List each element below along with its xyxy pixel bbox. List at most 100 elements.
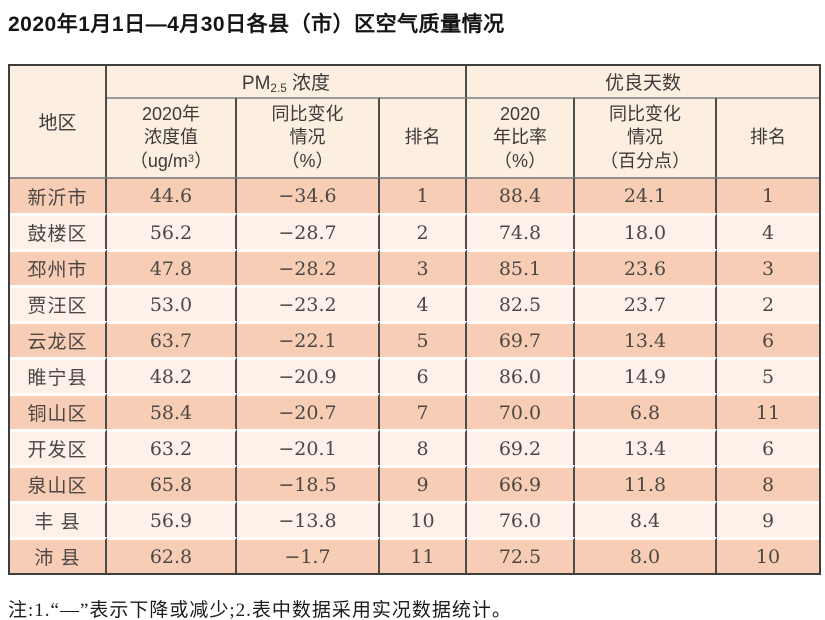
header-good-change-line3: （百分点） [600,150,690,171]
air-quality-table: 地区 PM2.5 浓度 优良天数 2020年 浓度值 （ug/m3） 同比变化 … [8,64,822,575]
good-ratio-cell: 85.1 [467,249,575,285]
good-ratio-cell: 69.2 [467,429,575,465]
good-rank-cell: 9 [717,501,820,537]
table-row: 丰 县 56.9 −13.8 10 76.0 8.4 9 [10,501,820,537]
pm-rank-cell: 1 [380,177,467,213]
page-title: 2020年1月1日—4月30日各县（市）区空气质量情况 [8,13,505,36]
header-pm-value-line1: 2020年 [141,103,201,124]
pm-change-cell: −34.6 [237,177,380,213]
header-region: 地区 [10,66,107,177]
good-rank-cell: 1 [717,177,820,213]
good-rank-cell: 11 [717,393,820,429]
header-pm-change: 同比变化 情况 （%） [237,97,380,177]
pm25-label-prefix: PM [241,73,271,94]
header-good-change-line1: 同比变化 [609,103,681,124]
header-good-ratio-line3: （%） [493,150,546,171]
header-sub-row: 2020年 浓度值 （ug/m3） 同比变化 情况 （%） 排名 2020 年比… [10,97,820,177]
header-good-ratio-line1: 2020 [499,103,541,124]
table-row: 开发区 63.2 −20.1 8 69.2 13.4 6 [10,429,820,465]
region-cell: 贾汪区 [10,285,107,321]
region-cell: 鼓楼区 [10,213,107,249]
header-pm25-group: PM2.5 浓度 [107,66,467,97]
pm-value-cell: 53.0 [107,285,237,321]
footnote: 注:1.“—”表示下降或减少;2.表中数据采用实况数据统计。 [8,600,512,620]
table-row: 沛 县 62.8 −1.7 11 72.5 8.0 10 [10,537,820,573]
pm-change-cell: −1.7 [237,537,380,573]
good-change-cell: 13.4 [575,429,717,465]
table-row: 贾汪区 53.0 −23.2 4 82.5 23.7 2 [10,285,820,321]
pm-value-cell: 48.2 [107,357,237,393]
good-change-cell: 8.0 [575,537,717,573]
table-row: 邳州市 47.8 −28.2 3 85.1 23.6 3 [10,249,820,285]
good-ratio-cell: 76.0 [467,501,575,537]
header-good-ratio: 2020 年比率 （%） [467,97,575,177]
pm-change-cell: −22.1 [237,321,380,357]
good-rank-cell: 8 [717,465,820,501]
good-ratio-cell: 86.0 [467,357,575,393]
region-cell: 邳州市 [10,249,107,285]
good-rank-cell: 4 [717,213,820,249]
pm-rank-cell: 4 [380,285,467,321]
good-rank-cell: 3 [717,249,820,285]
pm-rank-cell: 5 [380,321,467,357]
good-change-cell: 23.7 [575,285,717,321]
pm-value-cell: 56.9 [107,501,237,537]
region-cell: 开发区 [10,429,107,465]
header-good-change-line2: 情况 [627,127,663,148]
good-change-cell: 11.8 [575,465,717,501]
header-pm-change-line2: 情况 [289,127,326,148]
pm-value-cell: 65.8 [107,465,237,501]
header-pm-value: 2020年 浓度值 （ug/m3） [107,97,237,177]
pm25-label-subscript: 2.5 [270,81,287,95]
good-ratio-cell: 88.4 [467,177,575,213]
region-cell: 云龙区 [10,321,107,357]
good-change-cell: 6.8 [575,393,717,429]
table-body: 新沂市 44.6 −34.6 1 88.4 24.1 1 鼓楼区 56.2 −2… [10,177,820,573]
good-change-cell: 8.4 [575,501,717,537]
pm-change-cell: −20.1 [237,429,380,465]
pm-rank-cell: 9 [380,465,467,501]
pm-change-cell: −20.7 [237,393,380,429]
good-change-cell: 14.9 [575,357,717,393]
good-ratio-cell: 72.5 [467,537,575,573]
header-pm-change-line3: （%） [281,150,334,171]
header-good-ratio-line2: 年比率 [493,127,547,148]
table-row: 云龙区 63.7 −22.1 5 69.7 13.4 6 [10,321,820,357]
pm-change-cell: −28.7 [237,213,380,249]
pm-rank-cell: 6 [380,357,467,393]
good-rank-cell: 6 [717,321,820,357]
pm-value-cell: 56.2 [107,213,237,249]
header-pm-change-line1: 同比变化 [271,103,344,124]
pm-rank-cell: 8 [380,429,467,465]
region-cell: 丰 县 [10,501,107,537]
region-cell: 沛 县 [10,537,107,573]
table-row: 铜山区 58.4 −20.7 7 70.0 6.8 11 [10,393,820,429]
pm-rank-cell: 11 [380,537,467,573]
pm-change-cell: −18.5 [237,465,380,501]
pm-change-cell: −28.2 [237,249,380,285]
header-pm-value-line3: （ug/m3） [129,150,213,171]
table-row: 睢宁县 48.2 −20.9 6 86.0 14.9 5 [10,357,820,393]
table-header: 地区 PM2.5 浓度 优良天数 2020年 浓度值 （ug/m3） 同比变化 … [10,66,820,177]
pm-rank-cell: 3 [380,249,467,285]
pm-value-cell: 63.7 [107,321,237,357]
good-change-cell: 24.1 [575,177,717,213]
good-ratio-cell: 66.9 [467,465,575,501]
good-rank-cell: 5 [717,357,820,393]
pm-change-cell: −23.2 [237,285,380,321]
good-ratio-cell: 74.8 [467,213,575,249]
good-change-cell: 18.0 [575,213,717,249]
pm25-label-suffix: 浓度 [286,73,331,94]
region-cell: 泉山区 [10,465,107,501]
pm-change-cell: −13.8 [237,501,380,537]
table-row: 新沂市 44.6 −34.6 1 88.4 24.1 1 [10,177,820,213]
pm-value-cell: 58.4 [107,393,237,429]
pm-rank-cell: 2 [380,213,467,249]
good-ratio-cell: 82.5 [467,285,575,321]
pm-rank-cell: 10 [380,501,467,537]
good-ratio-cell: 69.7 [467,321,575,357]
cubic-superscript: 3 [187,152,195,165]
good-rank-cell: 2 [717,285,820,321]
pm-change-cell: −20.9 [237,357,380,393]
region-cell: 铜山区 [10,393,107,429]
